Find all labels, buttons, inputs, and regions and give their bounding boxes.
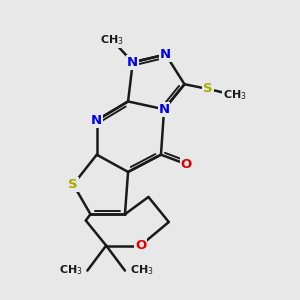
Text: CH$_3$: CH$_3$ [59,264,83,278]
Text: O: O [135,239,146,252]
Text: CH$_3$: CH$_3$ [130,264,154,278]
Text: N: N [91,114,102,127]
Text: O: O [180,158,192,171]
Text: N: N [160,48,171,61]
Text: N: N [127,56,138,69]
Text: CH$_3$: CH$_3$ [100,34,124,47]
Text: N: N [158,103,170,116]
Text: S: S [68,178,78,191]
Text: S: S [203,82,213,95]
Text: CH$_3$: CH$_3$ [223,88,247,102]
